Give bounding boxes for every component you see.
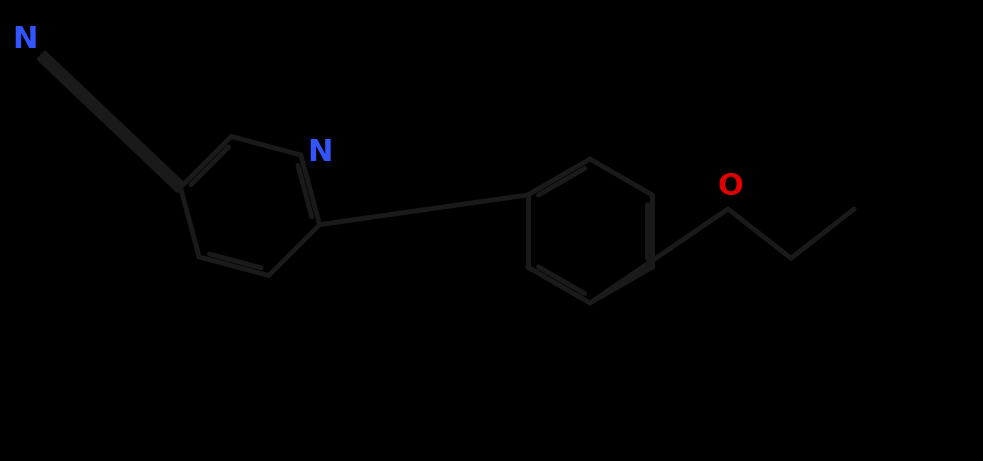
Text: N: N	[13, 25, 38, 54]
Text: O: O	[717, 172, 743, 201]
Text: N: N	[307, 137, 332, 166]
